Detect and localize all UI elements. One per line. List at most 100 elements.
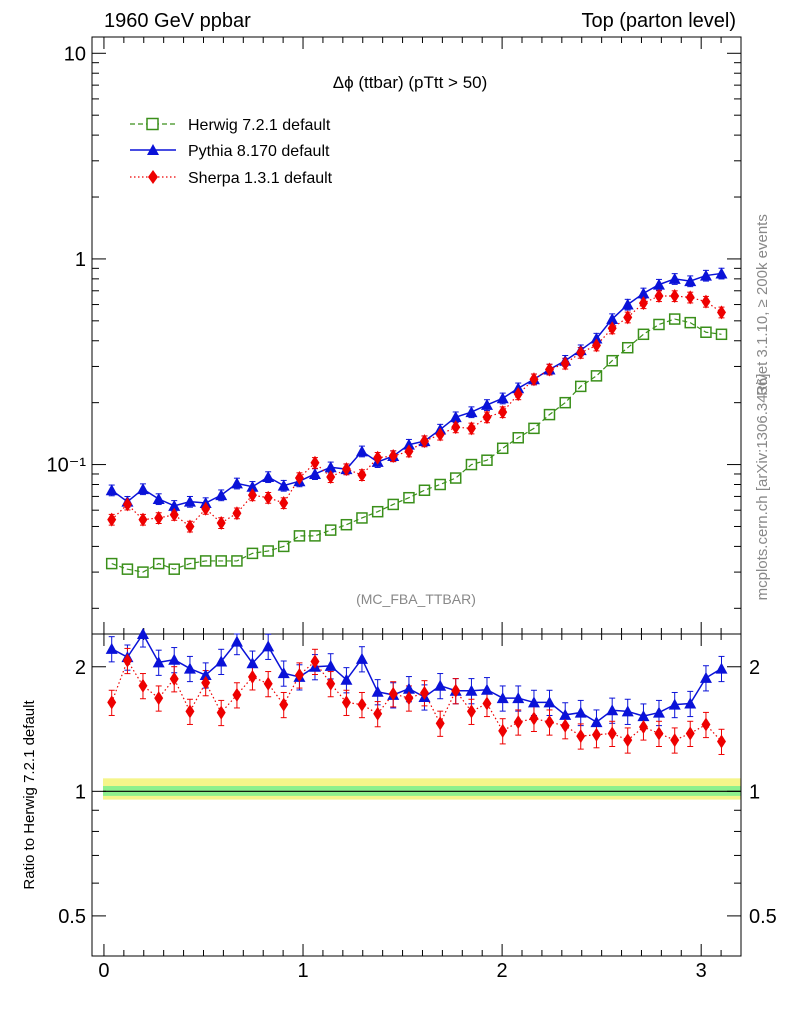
main-point-1	[449, 411, 462, 423]
main-point-2	[435, 427, 445, 442]
ratio-point-0	[559, 708, 572, 720]
main-point-0	[246, 547, 259, 560]
ratio-point-1	[451, 683, 461, 698]
main-point-1	[684, 275, 697, 287]
main-point-1	[308, 467, 321, 479]
main-point-0	[449, 472, 462, 484]
main-point-2	[576, 345, 586, 360]
main-point-1	[324, 461, 337, 473]
ratio-point-1	[435, 716, 445, 731]
main-point-0	[262, 545, 274, 557]
ratio-point-0	[668, 698, 681, 710]
main-point-0	[543, 408, 556, 421]
ratio-point-0	[574, 706, 587, 718]
ratio-point-1	[107, 695, 117, 710]
ratio-point-0	[199, 669, 212, 681]
ratio-point-0	[262, 640, 275, 652]
ratio-point-1	[419, 685, 429, 700]
ratio-y-tick-labels: 2 2 1 1 0.5 0.5	[58, 657, 777, 928]
main-point-0	[559, 396, 571, 409]
main-point-1	[152, 493, 165, 505]
main-point-2	[373, 450, 383, 465]
main-point-1	[277, 479, 290, 491]
main-point-0	[653, 318, 665, 331]
analysis-watermark: (MC_FBA_TTBAR)	[356, 591, 476, 607]
main-point-0	[668, 313, 681, 325]
main-point-2	[154, 510, 164, 525]
ratio-point-1	[138, 678, 148, 693]
ratio-point-0	[684, 697, 697, 709]
ratio-series-markers	[105, 628, 728, 749]
main-point-0	[434, 478, 446, 491]
ratio-point-0	[434, 679, 447, 691]
main-point-0	[403, 491, 415, 504]
ratio-point-1	[670, 733, 680, 748]
main-axis-ticks	[92, 37, 742, 634]
ratio-point-1	[466, 704, 476, 719]
main-point-0	[528, 422, 540, 435]
main-point-1	[621, 298, 634, 310]
ratio-uncertainty-band	[103, 778, 741, 800]
ratio-ytick-label-right: 2	[749, 657, 760, 679]
main-point-1	[715, 267, 728, 279]
ratio-point-0	[480, 683, 493, 695]
ratio-point-1	[388, 686, 398, 701]
ratio-point-0	[355, 652, 368, 664]
main-point-0	[481, 454, 493, 466]
ratio-point-1	[232, 687, 242, 702]
ratio-point-0	[152, 656, 165, 668]
main-point-2	[544, 362, 554, 377]
ratio-series-line-0	[111, 632, 722, 724]
main-point-0	[215, 555, 227, 567]
ratio-point-0	[168, 653, 181, 665]
legend-entry-pythia: Pythia 8.170 default	[130, 143, 330, 160]
ratio-ytick-label-left: 0.5	[58, 906, 86, 928]
legend-herwig-label: Herwig 7.2.1 default	[188, 117, 331, 134]
main-point-0	[277, 540, 290, 553]
x-tick-label: 2	[497, 960, 508, 982]
main-point-2	[310, 455, 320, 470]
main-ytick-label: 10	[64, 43, 86, 65]
main-series-line-0	[111, 318, 722, 573]
main-point-2	[263, 490, 273, 505]
main-point-2	[591, 338, 601, 353]
ratio-point-1	[482, 696, 492, 711]
x-tick-labels: 0 1 2 3	[98, 960, 706, 982]
ratio-point-1	[154, 691, 164, 706]
ratio-point-1	[185, 704, 195, 719]
main-point-0	[715, 328, 728, 341]
main-point-2	[451, 420, 461, 435]
main-point-0	[496, 442, 509, 455]
legend-sherpa-label: Sherpa 1.3.1 default	[188, 170, 333, 187]
main-point-1	[355, 445, 368, 457]
main-point-0	[137, 566, 149, 578]
ratio-axis-ticks	[92, 634, 742, 957]
main-series-line-1	[111, 272, 722, 507]
ratio-point-0	[652, 706, 665, 718]
main-point-1	[230, 477, 243, 489]
main-point-2	[419, 434, 429, 449]
ratio-point-1	[404, 691, 414, 706]
main-y-tick-labels: 10 1 10⁻¹	[47, 43, 87, 476]
ratio-error-bars	[108, 633, 725, 755]
main-point-0	[231, 555, 243, 567]
main-point-0	[590, 370, 603, 382]
main-point-2	[216, 515, 226, 530]
main-point-0	[371, 505, 384, 518]
ratio-point-1	[201, 675, 211, 690]
main-point-2	[185, 519, 195, 534]
ratio-plot-frame	[91, 633, 742, 957]
x-tick-label: 3	[696, 960, 707, 982]
ratio-point-1	[169, 671, 179, 686]
ratio-point-1	[513, 715, 523, 730]
main-point-0	[168, 563, 180, 575]
main-point-2	[357, 467, 367, 482]
ratio-point-1	[654, 726, 664, 741]
main-point-1	[668, 272, 681, 284]
ratio-ytick-label-left: 1	[75, 781, 86, 803]
ratio-point-0	[371, 685, 384, 697]
main-point-0	[184, 557, 196, 570]
ratio-series-line-1	[111, 659, 722, 742]
main-point-1	[215, 489, 228, 501]
ratio-point-0	[324, 659, 337, 671]
